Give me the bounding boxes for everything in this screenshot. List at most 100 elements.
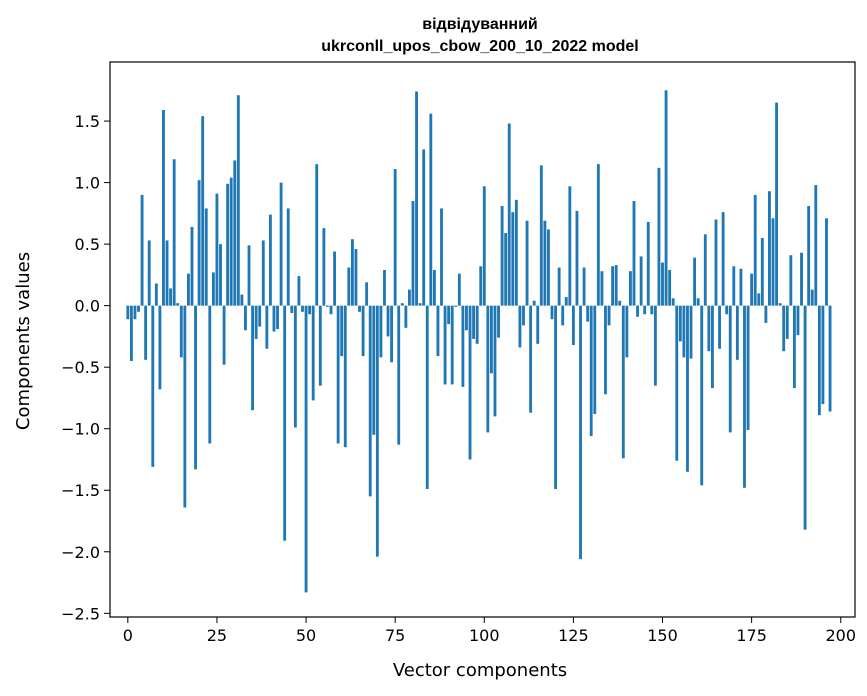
bar: [686, 305, 689, 472]
bar: [721, 212, 725, 306]
bar: [308, 305, 312, 315]
bar: [211, 272, 215, 306]
bar: [454, 305, 458, 307]
x-tick-label: 25: [207, 626, 227, 645]
bar: [276, 305, 279, 330]
bar: [197, 180, 201, 306]
bar: [646, 221, 650, 306]
bar: [144, 305, 148, 360]
bar: [789, 255, 793, 306]
x-axis-ticks: 0 25 50 75 100 125 150 175 200: [123, 617, 856, 645]
bar: [625, 305, 629, 358]
bar: [771, 218, 775, 306]
bar: [336, 305, 340, 444]
bar: [479, 266, 483, 306]
bar: [718, 305, 721, 349]
bar: [678, 305, 682, 342]
bar: [172, 159, 176, 306]
bar: [457, 273, 461, 306]
bar: [807, 205, 811, 306]
bar: [343, 305, 347, 448]
bar: [154, 283, 158, 306]
bar: [436, 305, 440, 357]
bar: [682, 305, 686, 358]
bar: [126, 305, 130, 320]
bar: [229, 177, 233, 306]
bar: [746, 305, 750, 430]
bar: [725, 305, 729, 315]
bar: [825, 218, 828, 306]
bar: [297, 276, 301, 306]
bar: [158, 305, 162, 390]
bar: [236, 95, 240, 306]
bar: [268, 214, 272, 306]
x-tick-label: 50: [296, 626, 316, 645]
bar: [215, 193, 219, 306]
bar: [671, 298, 675, 306]
bar: [497, 305, 500, 338]
bar: [386, 305, 390, 337]
bar: [208, 305, 212, 444]
bar: [204, 208, 208, 306]
bar: [536, 305, 540, 344]
y-tick-label: −1.5: [61, 481, 100, 500]
bar: [361, 305, 365, 357]
bar: [792, 305, 796, 389]
bar: [504, 233, 508, 306]
bar: [415, 91, 418, 306]
bar: [400, 303, 404, 306]
y-tick-label: 0.0: [75, 297, 100, 316]
y-tick-label: 0.5: [75, 235, 100, 254]
bar: [750, 273, 754, 306]
bar: [482, 186, 486, 306]
x-tick-label: 125: [558, 626, 589, 645]
bar: [375, 305, 379, 557]
bar: [350, 239, 354, 306]
bar: [611, 266, 615, 306]
x-axis-label: Vector components: [393, 660, 567, 681]
x-tick-label: 175: [736, 626, 767, 645]
bar: [408, 289, 411, 306]
bar: [393, 169, 397, 306]
bar: [653, 305, 657, 386]
x-tick-label: 200: [825, 626, 856, 645]
bar: [803, 305, 807, 530]
bar: [757, 293, 761, 306]
bar: [447, 305, 451, 325]
bar: [443, 305, 447, 385]
bar: [714, 219, 718, 306]
bar: [507, 123, 511, 306]
bar: [707, 305, 711, 352]
y-tick-label: −2.0: [61, 543, 100, 562]
bar: [810, 289, 814, 306]
bar: [586, 305, 590, 322]
bar: [432, 269, 436, 306]
bar: [190, 226, 194, 306]
bar: [511, 212, 515, 306]
bar: [618, 300, 622, 306]
bar: [129, 305, 133, 362]
bar: [661, 262, 664, 306]
bar: [639, 256, 643, 306]
bar: [529, 305, 533, 413]
bar: [632, 201, 636, 306]
bar: [571, 305, 575, 346]
bar: [532, 300, 536, 306]
bar: [165, 240, 169, 306]
bar: [650, 305, 654, 315]
bar: [244, 305, 247, 331]
bar: [219, 244, 222, 306]
bar: [354, 249, 358, 306]
bar: [785, 305, 789, 339]
bar: [379, 305, 383, 358]
bar: [543, 220, 547, 306]
bar: [539, 165, 543, 306]
bar: [347, 267, 351, 306]
bar: [643, 305, 647, 315]
bar: [137, 305, 140, 312]
bar: [475, 305, 479, 344]
bar: [735, 305, 739, 360]
bar: [251, 305, 255, 411]
bar: [254, 305, 258, 339]
